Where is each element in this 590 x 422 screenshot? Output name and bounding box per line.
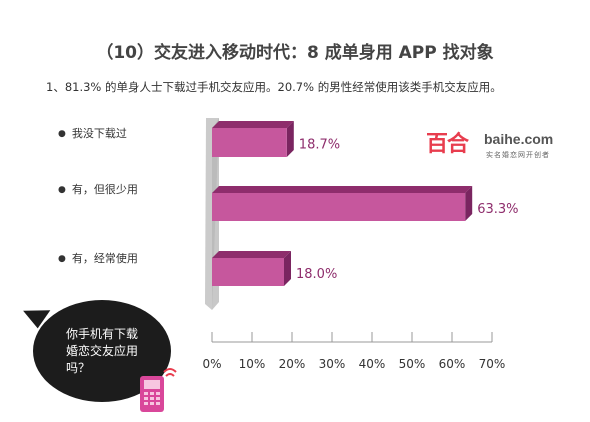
x-tick-label-1: 10% — [239, 357, 266, 371]
logo-chinese: 百合 — [426, 132, 469, 157]
category-text: 有，经常使用 — [71, 252, 138, 265]
bar-1 — [212, 193, 466, 221]
category-label-0: ● 我没下载过 — [58, 125, 127, 141]
bubble-line-1: 你手机有下载 — [66, 327, 139, 341]
logo-tagline: 实名婚恋网开创者 — [486, 151, 550, 159]
bubble-line-2: 婚恋交友应用 — [66, 344, 139, 358]
category-text: 有，但很少用 — [71, 183, 138, 196]
bar-side-2 — [284, 251, 291, 286]
category-text: 我没下载过 — [71, 127, 127, 140]
bullet-icon: ● — [58, 185, 66, 195]
bar-top-2 — [212, 251, 291, 258]
x-tick-label-7: 70% — [479, 357, 506, 371]
x-tick-label-6: 60% — [439, 357, 466, 371]
x-tick-label-2: 20% — [279, 357, 306, 371]
bullet-icon: ● — [58, 254, 66, 264]
speech-bubble-text: 你手机有下载 婚恋交友应用 吗？ — [66, 326, 166, 377]
x-tick-label-3: 30% — [319, 357, 346, 371]
x-tick-label-4: 40% — [359, 357, 386, 371]
bubble-line-3: 吗？ — [66, 361, 91, 375]
bar-top-1 — [212, 186, 473, 193]
page-title: （10）交友进入移动时代：8 成单身用 APP 找对象 — [96, 43, 494, 63]
bullet-icon: ● — [58, 129, 66, 139]
category-label-2: ● 有，经常使用 — [58, 250, 138, 266]
value-label-1: 63.3% — [477, 202, 518, 217]
phone-icon — [140, 368, 177, 412]
bar-2 — [212, 258, 284, 286]
subtitle: 1、81.3% 的单身人士下载过手机交友应用。20.7% 的男性经常使用该类手机… — [46, 80, 502, 94]
bar-0 — [212, 128, 287, 157]
value-label-2: 18.0% — [296, 267, 337, 282]
x-tick-label-5: 50% — [399, 357, 426, 371]
x-tick-label-0: 0% — [202, 357, 221, 371]
logo-domain: baihe.com — [484, 131, 554, 147]
bar-top-0 — [212, 121, 294, 128]
bar-side-1 — [465, 186, 473, 221]
baihe-logo: 百合 baihe.com 实名婚恋网开创者 — [426, 128, 576, 164]
value-label-0: 18.7% — [299, 138, 340, 153]
category-label-1: ● 有，但很少用 — [58, 181, 138, 197]
bar-side-0 — [286, 121, 294, 157]
